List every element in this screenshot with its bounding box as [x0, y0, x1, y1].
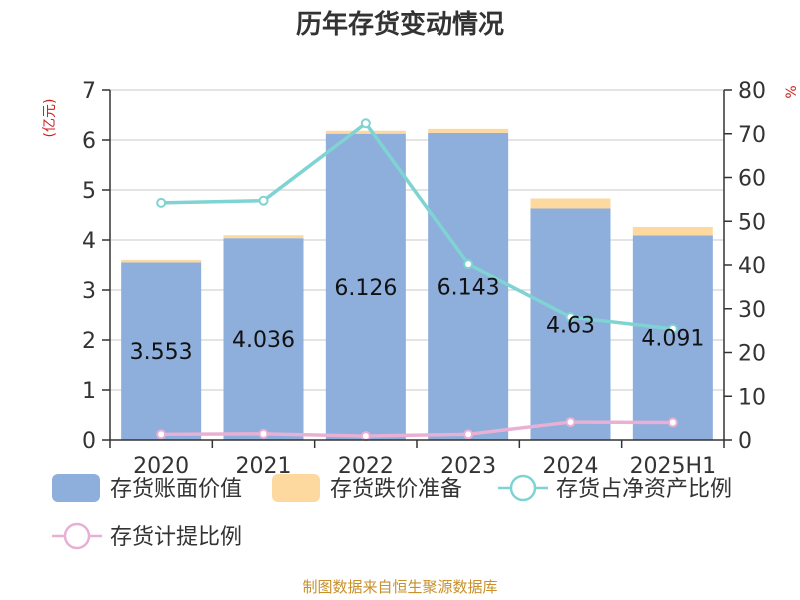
line-series-0 [161, 121, 674, 331]
y-right-tick-label: 70 [738, 123, 766, 148]
legend-label: 存货计提比例 [110, 525, 242, 550]
x-tick-label: 2022 [338, 454, 394, 479]
data-label: 6.143 [437, 275, 500, 300]
y-right-tick-label: 80 [738, 79, 766, 104]
bar-book-value-2021 [223, 238, 304, 440]
lines [156, 118, 678, 442]
y-right-tick-label: 10 [738, 385, 766, 410]
legend-marker [509, 474, 537, 502]
y-left-tick-label: 5 [82, 179, 96, 204]
line-point-0 [463, 259, 474, 270]
x-tick-label: 2023 [440, 454, 496, 479]
line-point-1 [667, 417, 678, 428]
data-label: 3.553 [130, 340, 193, 365]
bar-impairment-2021 [223, 235, 304, 239]
data-label: 6.126 [334, 276, 397, 301]
y-right-unit: % [784, 85, 800, 98]
legend-label: 存货账面价值 [110, 477, 242, 502]
bar-impairment-2025H1 [632, 226, 713, 236]
chart-title: 历年存货变动情况 [296, 9, 504, 40]
y-right-tick-label: 0 [738, 429, 752, 454]
y-left-tick-label: 1 [82, 379, 96, 404]
legend-item: 存货跌价准备 [272, 474, 462, 502]
bar-impairment-2022 [325, 130, 406, 134]
y-right-tick-label: 60 [738, 167, 766, 192]
line-point-1 [463, 429, 474, 440]
legend-swatch [52, 474, 100, 502]
line-point-0 [667, 323, 678, 334]
bar-impairment-2020 [121, 259, 202, 263]
y-left-tick-label: 4 [82, 229, 96, 254]
data-label: 4.036 [232, 328, 295, 353]
line-point-1 [565, 417, 576, 428]
bar-impairment-2023 [428, 128, 509, 133]
bar-book-value-2024 [530, 208, 611, 440]
bars [121, 128, 713, 440]
y-left-tick-label: 2 [82, 329, 96, 354]
legend-marker [63, 522, 91, 550]
y-left-tick-label: 6 [82, 129, 96, 154]
source-note: 制图数据来自恒生聚源数据库 [302, 578, 497, 596]
line-point-0 [156, 197, 167, 208]
x-tick-label: 2025H1 [630, 454, 717, 479]
line-point-0 [360, 118, 371, 129]
line-point-0 [258, 195, 269, 206]
bar-book-value-2023 [428, 132, 509, 440]
y-right-tick-label: 40 [738, 254, 766, 279]
y-right-tick-label: 30 [738, 298, 766, 323]
line-point-1 [156, 429, 167, 440]
y-right-tick-label: 50 [738, 210, 766, 235]
bar-book-value-2022 [325, 133, 406, 440]
line-series-1 [161, 420, 673, 438]
x-tick-label: 2024 [543, 454, 599, 479]
legend-item: 存货占净资产比例 [498, 474, 732, 502]
y-left-tick-label: 3 [82, 279, 96, 304]
legend-label: 存货占净资产比例 [556, 477, 732, 502]
legend-swatch [272, 474, 320, 502]
data-labels: 3.553 4.036 6.126 6.143 4.63 4.091 [130, 275, 705, 365]
y-left-tick-label: 0 [82, 429, 96, 454]
legend-item: 存货账面价值 [52, 474, 242, 502]
bar-book-value-2025H1 [632, 235, 713, 440]
y-right-tick-label: 20 [738, 342, 766, 367]
legend-label: 存货跌价准备 [330, 477, 462, 502]
bar-book-value-2020 [121, 262, 202, 440]
line-point-1 [258, 428, 269, 439]
data-label: 4.091 [641, 327, 704, 352]
data-label: 4.63 [546, 313, 595, 338]
line-point-1 [360, 431, 371, 442]
y-left-unit: (亿元) [42, 99, 58, 138]
bar-impairment-2024 [530, 198, 611, 209]
x-tick-label: 2020 [133, 454, 189, 479]
line-point-0 [565, 312, 576, 323]
grid-lines [110, 89, 724, 391]
y-left-tick-label: 7 [82, 79, 96, 104]
legend-item: 存货计提比例 [52, 522, 242, 550]
